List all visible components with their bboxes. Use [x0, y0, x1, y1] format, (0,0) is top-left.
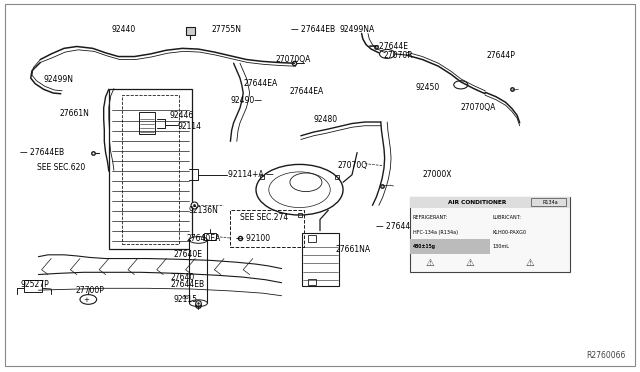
Text: 27755N: 27755N — [211, 25, 241, 34]
Bar — [531, 198, 566, 206]
Bar — [24, 280, 42, 292]
Text: 92527P: 92527P — [20, 280, 49, 289]
Bar — [302, 232, 339, 286]
Text: 27644P: 27644P — [486, 51, 515, 60]
Text: 92499NA: 92499NA — [339, 25, 374, 34]
Bar — [122, 95, 179, 244]
Text: 27644EB: 27644EB — [170, 280, 204, 289]
Bar — [308, 279, 316, 285]
Text: — 27644EB: — 27644EB — [20, 148, 65, 157]
Text: 27070R: 27070R — [384, 51, 413, 60]
Text: 92115: 92115 — [173, 295, 197, 304]
Text: HFC-134a (R134a): HFC-134a (R134a) — [413, 230, 458, 235]
Text: 27070QA: 27070QA — [461, 103, 496, 112]
Text: 27644EA: 27644EA — [289, 87, 324, 96]
Text: 92446: 92446 — [170, 111, 194, 120]
Bar — [308, 235, 316, 242]
Text: 92136N: 92136N — [188, 206, 218, 215]
Bar — [410, 197, 570, 272]
Bar — [139, 112, 155, 134]
Text: — 27644EB: — 27644EB — [291, 25, 335, 34]
Text: 27661N: 27661N — [60, 109, 90, 118]
Text: REFRIGERANT:: REFRIGERANT: — [413, 215, 448, 221]
Text: 92114+A —: 92114+A — — [228, 170, 273, 179]
Text: 27000X: 27000X — [422, 170, 452, 179]
Bar — [204, 233, 216, 240]
Text: 27070Q: 27070Q — [338, 161, 368, 170]
Text: 27700P: 27700P — [76, 286, 104, 295]
Bar — [410, 197, 570, 208]
Ellipse shape — [189, 300, 207, 307]
Text: 92490—: 92490— — [230, 96, 262, 105]
Text: R134a: R134a — [543, 200, 558, 205]
Bar — [186, 27, 195, 35]
Text: 480±15g: 480±15g — [413, 244, 436, 249]
Text: 480±15g: 480±15g — [413, 244, 436, 249]
Text: — 27644E: — 27644E — [369, 42, 408, 51]
Text: AIR CONDITIONER: AIR CONDITIONER — [447, 200, 506, 205]
Bar — [109, 89, 192, 249]
Text: ⚠: ⚠ — [525, 258, 534, 267]
Text: — 92100: — 92100 — [236, 234, 269, 243]
Text: 27644EA: 27644EA — [243, 79, 278, 88]
Text: ⚠: ⚠ — [466, 258, 475, 267]
Bar — [189, 240, 207, 303]
Text: ⚠: ⚠ — [426, 258, 435, 267]
Text: 27640E: 27640E — [173, 250, 202, 259]
Bar — [230, 210, 304, 247]
Text: 27640EA: 27640EA — [187, 234, 221, 243]
Text: 92440: 92440 — [112, 25, 136, 34]
Text: LUBRICANT:: LUBRICANT: — [493, 215, 522, 221]
Text: SEE SEC.620: SEE SEC.620 — [37, 163, 85, 172]
Text: 92450: 92450 — [416, 83, 440, 92]
Text: R2760066: R2760066 — [586, 351, 626, 360]
Text: SEE SEC.274: SEE SEC.274 — [240, 213, 288, 222]
Text: 27661NA: 27661NA — [336, 245, 371, 254]
Text: 92480: 92480 — [314, 115, 338, 124]
Text: 27070QA: 27070QA — [275, 55, 310, 64]
Ellipse shape — [189, 237, 207, 243]
Text: 130mL: 130mL — [493, 244, 510, 249]
Text: +: + — [83, 297, 89, 303]
Text: KLH00-PAXG0: KLH00-PAXG0 — [493, 230, 527, 235]
Text: — 27644E: — 27644E — [376, 222, 415, 231]
Text: 27640: 27640 — [170, 273, 195, 282]
Bar — [410, 239, 490, 254]
Text: 92499N: 92499N — [44, 76, 74, 84]
Text: 92114: 92114 — [178, 122, 202, 131]
Text: o6: o6 — [182, 295, 189, 300]
